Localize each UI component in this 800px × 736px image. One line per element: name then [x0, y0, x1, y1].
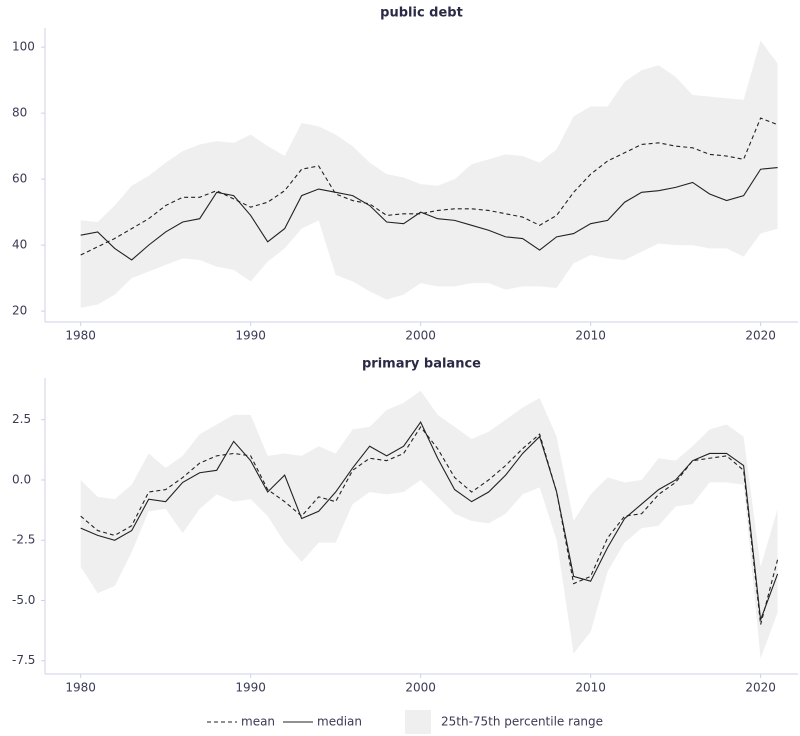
y-tick-label: 20: [12, 304, 27, 318]
percentile-band: [80, 40, 778, 308]
x-tick-label: 1990: [235, 681, 266, 695]
x-tick-label: 2010: [575, 329, 606, 343]
y-tick-label: 40: [12, 238, 27, 252]
legend-label: median: [317, 715, 362, 729]
y-tick-label: 2.5: [12, 412, 31, 426]
chart-title: public debt: [380, 6, 463, 21]
y-tick-label: -7.5: [12, 653, 35, 667]
y-tick-label: -5.0: [12, 593, 35, 607]
x-tick-label: 1980: [65, 681, 96, 695]
median-line: [80, 167, 778, 261]
y-tick-label: 0.0: [12, 472, 31, 486]
x-tick-label: 2000: [405, 329, 436, 343]
x-tick-label: 2020: [745, 329, 776, 343]
x-tick-label: 1980: [65, 329, 96, 343]
x-tick-label: 2020: [745, 681, 776, 695]
legend-label: 25th-75th percentile range: [441, 715, 603, 729]
x-tick-label: 1990: [235, 329, 266, 343]
mean-line: [80, 425, 779, 625]
y-tick-label: 80: [12, 106, 27, 120]
legend-label: mean: [241, 715, 275, 729]
y-tick-label: 100: [12, 40, 35, 54]
chart-title: primary balance: [362, 357, 481, 372]
percentile-band: [80, 390, 778, 659]
y-tick-label: -2.5: [12, 533, 35, 547]
x-tick-label: 2000: [405, 681, 436, 695]
legend-swatch: [405, 710, 431, 734]
median-line: [80, 421, 779, 620]
y-tick-label: 60: [12, 172, 27, 186]
x-tick-label: 2010: [575, 681, 606, 695]
